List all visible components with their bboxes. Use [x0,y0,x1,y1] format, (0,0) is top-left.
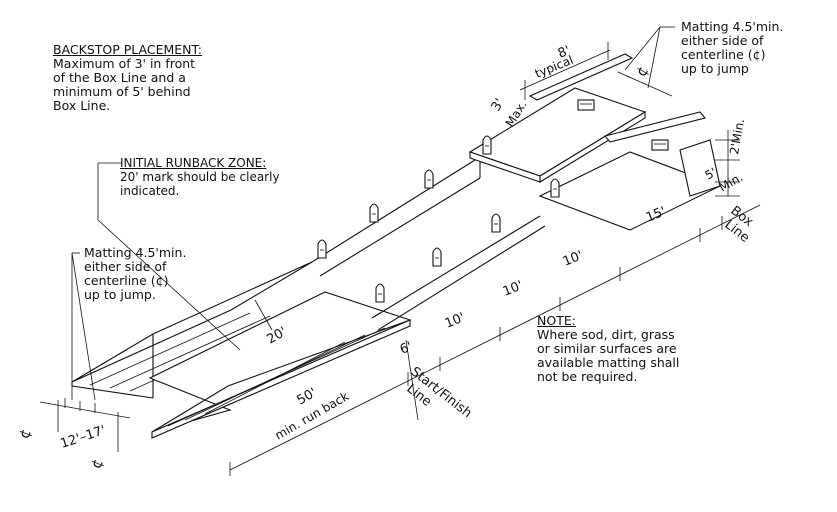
runback-note: INITIAL RUNBACK ZONE: 20' mark should be… [120,156,280,198]
centerline-symbol: ¢ [632,63,652,80]
min-2-dim: 2'Min. [727,118,747,156]
left-box-area [468,53,647,183]
lane-lines [311,159,546,331]
note-line: Where sod, dirt, grass [537,327,675,342]
runback-line: indicated. [120,184,180,198]
hurdle [482,135,492,155]
hurdle [432,247,442,267]
note-line: or similar surfaces are [537,341,677,356]
surface-note: NOTE: Where sod, dirt, grass or similar … [537,314,679,384]
matting-right-line: up to jump [681,61,749,76]
matting-right-line: centerline (¢) [681,47,766,62]
matting-left-line: Matting 4.5'min. [84,245,187,260]
dim-10-b: 10' [501,278,525,299]
hurdle [550,178,560,198]
max-dim: 3' [489,96,508,114]
right-box-area [538,111,722,231]
dim-10-c: 10' [443,310,467,331]
backstop-line: of the Box Line and a [53,70,186,85]
backstop-line: Maximum of 3' in front [53,56,196,71]
matting-left-line: centerline (¢) [84,273,169,288]
centerline-symbol: ¢ [15,426,35,441]
note-line: not be required. [537,369,638,384]
lane-span-dim: 12'–17' [59,423,108,452]
min-label: Min. [717,170,746,195]
matting-left-note: Matting 4.5'min. either side of centerli… [84,246,186,302]
matting-left-line: up to jump. [84,287,156,302]
backstop-note: BACKSTOP PLACEMENT: Maximum of 3' in fro… [53,43,202,113]
hurdle [317,239,327,259]
note-title: NOTE: [537,313,576,328]
hurdle [491,213,501,233]
backstop-line: Box Line. [53,98,111,113]
matting-right-line: either side of [681,33,764,48]
hurdles [317,135,560,303]
centerline-symbol: ¢ [87,456,107,471]
dim-10-a: 10' [561,248,585,269]
matting-right-note: Matting 4.5'min. either side of centerli… [681,20,783,76]
dim-15: 15' [644,204,668,225]
right-lane-mat [148,291,412,439]
dimension-lines [39,26,761,476]
backstop-title: BACKSTOP PLACEMENT: [53,42,203,57]
note-line: available matting shall [537,355,680,370]
typical-label: typical [533,53,575,81]
runback-line: 20' mark should be clearly [120,170,280,184]
hurdle [369,203,379,223]
matting-right-line: Matting 4.5'min. [681,19,784,34]
runback-title: INITIAL RUNBACK ZONE: [120,156,267,170]
backstop-line: minimum of 5' behind [53,84,191,99]
hurdle [424,169,434,189]
hurdle [375,283,385,303]
typical-width-dim: 8' [556,43,573,61]
dim-6: 6' [398,339,415,357]
matting-left-line: either side of [84,259,167,274]
